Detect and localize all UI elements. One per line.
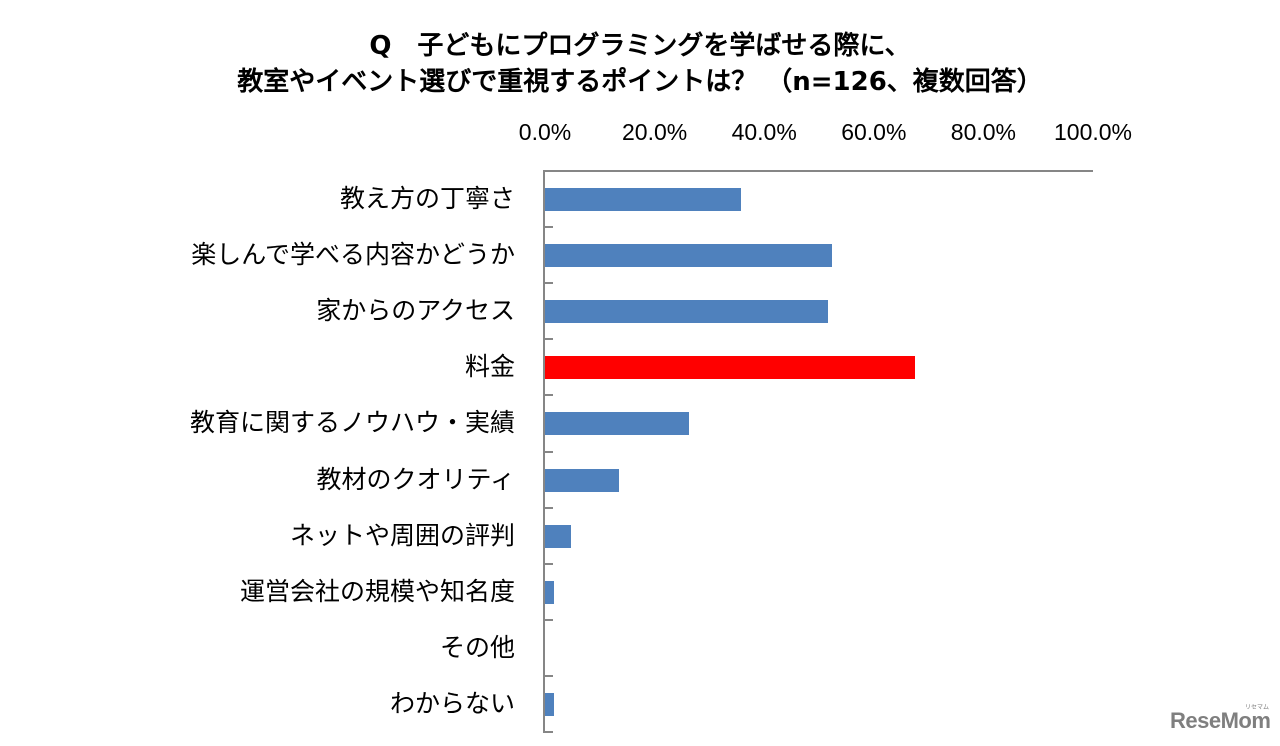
bar-row: 家からのアクセス bbox=[0, 283, 1280, 339]
bar bbox=[545, 412, 689, 436]
bar-row: 教材のクオリティ bbox=[0, 452, 1280, 508]
bar-row: 教え方の丁寧さ bbox=[0, 171, 1280, 227]
bar-highlighted bbox=[545, 356, 915, 380]
bar bbox=[545, 468, 619, 492]
resemom-logo-ruby: リセマム bbox=[1245, 704, 1270, 711]
category-label: 家からのアクセス bbox=[316, 296, 515, 326]
category-label: 楽しんで学べる内容かどうか bbox=[191, 240, 515, 270]
y-axis-tick bbox=[545, 731, 553, 733]
y-axis-line bbox=[543, 170, 545, 733]
category-label: 運営会社の規模や知名度 bbox=[239, 576, 515, 606]
y-axis-tick bbox=[545, 674, 553, 677]
x-axis-tick-label: 0.0% bbox=[518, 119, 572, 145]
x-axis-tick-label: 100.0% bbox=[1053, 119, 1133, 145]
bar bbox=[545, 692, 554, 716]
x-axis-tick-label: 40.0% bbox=[731, 119, 797, 145]
category-label: ネットや周囲の評判 bbox=[289, 520, 515, 550]
category-label: その他 bbox=[439, 632, 515, 662]
bar bbox=[545, 524, 572, 548]
bar-row: 料金 bbox=[0, 339, 1280, 395]
bar-row: 運営会社の規模や知名度 bbox=[0, 564, 1280, 620]
x-axis-tick-label: 60.0% bbox=[841, 119, 907, 145]
bar bbox=[545, 244, 833, 268]
y-axis-tick bbox=[545, 450, 553, 453]
y-axis-tick bbox=[545, 282, 553, 285]
bar-row: わからない bbox=[0, 676, 1280, 732]
bar-row: 教育に関するノウハウ・実績 bbox=[0, 395, 1280, 451]
y-axis-tick bbox=[545, 394, 553, 397]
category-label: 教育に関するノウハウ・実績 bbox=[189, 408, 515, 438]
x-axis-line bbox=[544, 170, 1093, 172]
category-label: 教材のクオリティ bbox=[316, 464, 515, 494]
chart-title-line-2: 教室やイベント選びで重視するポイントは？ （n=126、複数回答） bbox=[237, 67, 1043, 97]
bar bbox=[545, 580, 554, 604]
y-axis-tick bbox=[545, 226, 553, 229]
category-label: 料金 bbox=[464, 352, 515, 382]
x-axis-tick-label: 20.0% bbox=[621, 119, 688, 145]
bar bbox=[545, 300, 828, 324]
y-axis-tick bbox=[545, 618, 553, 621]
y-axis-tick bbox=[545, 506, 553, 509]
bar-row: その他 bbox=[0, 620, 1280, 676]
category-label: 教え方の丁寧さ bbox=[339, 184, 515, 213]
bar bbox=[545, 188, 741, 211]
chart-title-line-1: Q 子どもにプログラミングを学ばせる際に、 bbox=[369, 31, 911, 61]
resemom-logo: ReseMom bbox=[1170, 708, 1271, 733]
bar-row: 楽しんで学べる内容かどうか bbox=[0, 227, 1280, 283]
category-label: わからない bbox=[389, 688, 515, 718]
y-axis-tick bbox=[545, 338, 553, 341]
y-axis-tick bbox=[545, 562, 553, 565]
bar-row: ネットや周囲の評判 bbox=[0, 508, 1280, 564]
x-axis-tick-label: 80.0% bbox=[950, 119, 1016, 145]
